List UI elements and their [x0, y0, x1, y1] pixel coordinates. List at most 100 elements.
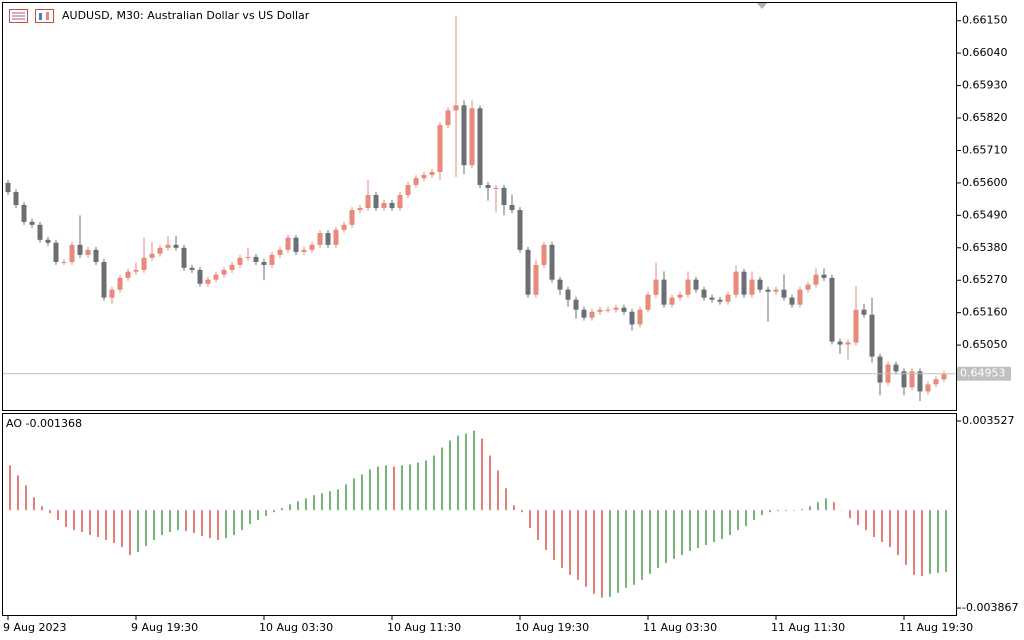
candle-body: [341, 224, 347, 230]
candle-body: [365, 194, 371, 208]
candle-body: [781, 289, 787, 298]
candle-body: [37, 224, 43, 240]
candle-body: [669, 297, 675, 305]
candle-body: [797, 289, 803, 305]
candle-body: [5, 182, 11, 193]
candle-body: [501, 187, 507, 206]
candle-body: [581, 309, 587, 318]
y-tick-label: 0.65050: [962, 338, 1008, 351]
candle-body: [125, 271, 131, 278]
y-tick-label: 0.66150: [962, 14, 1008, 27]
candle-body: [261, 261, 267, 265]
main-panel: [2, 2, 957, 411]
last-price-box: [957, 366, 1011, 381]
candle-body: [653, 279, 659, 295]
candle-body: [237, 257, 243, 265]
candle-body: [325, 233, 331, 245]
candle-body: [317, 233, 323, 245]
candle-body: [301, 249, 307, 252]
candle-body: [893, 364, 899, 372]
candle-body: [789, 297, 795, 305]
candle-body: [629, 311, 635, 325]
candle-body: [757, 279, 763, 290]
y-tick-label: 0.65160: [962, 306, 1008, 319]
candle-body: [613, 307, 619, 310]
candle-body: [205, 279, 211, 284]
candle-body: [461, 105, 467, 166]
candle-body: [373, 194, 379, 208]
candle-body: [477, 108, 483, 185]
candle-body: [621, 307, 627, 312]
candle-body: [133, 269, 139, 272]
candle-body: [253, 256, 259, 262]
candle-body: [69, 244, 75, 262]
candle-body: [733, 271, 739, 295]
candle-body: [701, 289, 707, 298]
candle-body: [77, 244, 83, 255]
candle-body: [741, 271, 747, 295]
candle-body: [765, 289, 771, 292]
indicator-title: AO -0.001368: [6, 417, 82, 430]
candle-body: [829, 277, 835, 342]
candle-body: [517, 210, 523, 250]
candle-body: [13, 192, 19, 206]
candle-body: [229, 264, 235, 270]
candle-body: [557, 279, 563, 290]
candle-body: [525, 249, 531, 295]
candle-body: [141, 257, 147, 270]
candle-body: [685, 279, 691, 295]
candle-body: [157, 247, 163, 254]
candle-body: [637, 309, 643, 325]
candle-body: [309, 244, 315, 250]
candle-body: [917, 371, 923, 392]
y-tick-label: 0.66040: [962, 46, 1008, 59]
y-tick-label: 0.65710: [962, 143, 1008, 156]
candle-body: [29, 221, 35, 225]
candle-body: [53, 242, 59, 262]
candle-body: [221, 269, 227, 275]
y-tick-label: 0.003527: [962, 414, 1015, 427]
x-tick-label: 10 Aug 19:30: [515, 621, 589, 634]
candle-body: [397, 194, 403, 208]
symbol-icon: [9, 9, 28, 23]
candle-body: [245, 256, 251, 258]
candle-body: [357, 207, 363, 211]
candle-body: [941, 373, 947, 380]
candle-body: [933, 379, 939, 385]
candle-body: [661, 279, 667, 305]
candle-body: [845, 342, 851, 345]
candle-body: [645, 294, 651, 310]
y-tick-label: 0.65270: [962, 273, 1008, 286]
candle-body: [541, 244, 547, 265]
candle-body: [213, 274, 219, 280]
y-tick-label: 0.65600: [962, 176, 1008, 189]
candle-body: [573, 299, 579, 310]
ao-panel: [2, 413, 957, 616]
candle-body: [693, 279, 699, 290]
candle-body: [901, 371, 907, 388]
candle-body: [509, 205, 515, 211]
x-tick-label: 9 Aug 19:30: [131, 621, 198, 634]
candle-body: [405, 184, 411, 195]
candle-body: [821, 274, 827, 278]
candle-body: [333, 229, 339, 245]
candle-body: [285, 237, 291, 250]
candle-body: [61, 261, 67, 263]
candle-body: [925, 384, 931, 392]
candle-body: [445, 110, 451, 126]
candle-body: [549, 244, 555, 280]
x-tick-label: 10 Aug 11:30: [387, 621, 461, 634]
candle-body: [101, 261, 107, 298]
candle-body: [21, 205, 27, 222]
candle-body: [437, 125, 443, 172]
last-price-label: 0.64953: [960, 367, 1006, 380]
candle-body: [709, 297, 715, 300]
candle-body: [605, 309, 611, 311]
candle-body: [277, 249, 283, 255]
candle-body: [837, 341, 843, 345]
candle-body: [853, 309, 859, 343]
candle-body: [773, 289, 779, 292]
candle-body: [749, 279, 755, 295]
